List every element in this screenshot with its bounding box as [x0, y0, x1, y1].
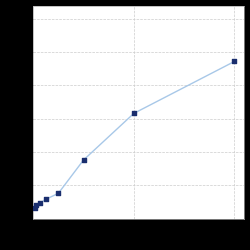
Point	[34, 204, 38, 208]
Point	[44, 197, 48, 201]
Y-axis label: OD: OD	[6, 107, 12, 118]
Point	[132, 112, 136, 116]
Point	[82, 158, 86, 162]
Point	[38, 202, 42, 205]
Point	[33, 206, 37, 210]
Point	[232, 60, 236, 64]
X-axis label: Human GCS/R
Concentration (ng/ml): Human GCS/R Concentration (ng/ml)	[104, 234, 174, 244]
Point	[56, 191, 60, 195]
